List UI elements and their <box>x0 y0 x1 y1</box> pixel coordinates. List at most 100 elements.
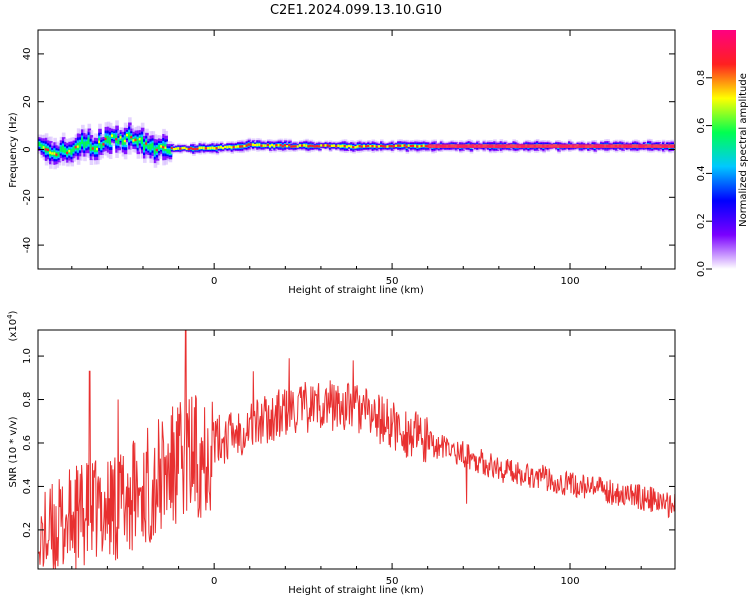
heatmap-cell <box>83 141 87 149</box>
heatmap-cell <box>168 149 173 154</box>
heatmap-cell <box>330 144 335 147</box>
heatmap-cell <box>123 139 128 143</box>
spectrogram-ytick-label: 0 <box>22 146 33 152</box>
snr-line-series <box>38 330 675 569</box>
spectrogram-ticks: 0 50 100 -40 -20 0 20 40 <box>22 30 675 287</box>
snr-xtick-label: 0 <box>211 576 217 587</box>
colorbar-tick-label: 0.8 <box>696 70 707 86</box>
heatmap-cell <box>380 144 384 148</box>
spectrogram-xtick-label: 100 <box>560 276 579 287</box>
heatmap-cell <box>356 145 361 148</box>
spectrogram-xtick-label: 0 <box>211 276 217 287</box>
spectrogram-heatmap <box>38 117 675 170</box>
heatmap-cell <box>322 144 326 147</box>
heatmap-cell <box>42 146 47 149</box>
heatmap-cell <box>130 135 134 139</box>
heatmap-cell <box>373 144 378 148</box>
heatmap-cell <box>309 144 314 147</box>
heatmap-cell <box>401 144 405 147</box>
heatmap-cell <box>207 147 211 150</box>
heatmap-cell <box>113 134 117 139</box>
heatmap-cell <box>179 147 183 150</box>
heatmap-cell <box>260 144 265 147</box>
heatmap-cell <box>108 137 113 145</box>
heatmap-cell <box>296 145 301 148</box>
heatmap-band <box>427 144 675 149</box>
heatmap-cell <box>345 145 350 148</box>
heatmap-cell <box>301 144 305 147</box>
heatmap-cell <box>189 147 194 150</box>
heatmap-cell <box>175 147 179 150</box>
heatmap-cell <box>143 144 147 151</box>
heatmap-cell <box>315 144 320 148</box>
heatmap-cell <box>239 145 243 148</box>
heatmap-cell <box>268 144 273 148</box>
heatmap-cell <box>375 145 380 148</box>
heatmap-cell <box>100 143 104 149</box>
snr-ytick-label: 0.8 <box>22 392 33 408</box>
heatmap-cell <box>211 146 215 150</box>
spectrogram-panel: 0 50 100 -40 -20 0 20 40 Height of straight lin… <box>8 29 676 296</box>
heatmap-cell <box>185 147 190 151</box>
heatmap-cell <box>318 145 322 148</box>
heatmap-cell <box>399 144 403 147</box>
heatmap-cell <box>64 148 68 154</box>
heatmap-cell <box>264 144 269 147</box>
heatmap-cell <box>294 145 299 148</box>
spectrogram-ytick-label: -40 <box>22 237 33 253</box>
spectrogram-ytick-label: 40 <box>22 48 33 61</box>
heatmap-cell <box>290 145 294 148</box>
heatmap-cell <box>266 143 271 147</box>
heatmap-cell <box>232 145 237 149</box>
heatmap-cell <box>273 144 277 148</box>
heatmap-cell <box>125 133 130 137</box>
colorbar-tick-label: 0.4 <box>696 165 707 181</box>
snr-multiplier-base: (x10 <box>8 319 19 342</box>
heatmap-cell <box>416 145 420 148</box>
heatmap-cell <box>386 145 391 148</box>
heatmap-cell <box>382 145 386 148</box>
heatmap-cell <box>350 145 354 148</box>
heatmap-cell <box>230 146 235 149</box>
heatmap-cell <box>407 144 412 147</box>
heatmap-cell <box>279 144 284 147</box>
heatmap-cell <box>397 144 401 147</box>
heatmap-cell <box>72 146 77 152</box>
heatmap-cell <box>249 143 254 146</box>
heatmap-cell <box>245 144 250 147</box>
heatmap-cell <box>157 144 162 150</box>
colorbar-tick-label: 0.0 <box>696 261 707 277</box>
heatmap-cell <box>418 145 423 148</box>
heatmap-cell <box>151 142 156 149</box>
heatmap-cell <box>222 146 226 150</box>
heatmap-cell <box>49 151 53 154</box>
heatmap-cell <box>147 144 151 150</box>
heatmap-cell <box>352 146 356 149</box>
heatmap-cell <box>46 148 51 152</box>
heatmap-cell <box>333 144 337 147</box>
heatmap-cell <box>204 147 209 150</box>
snr-xlabel: Height of straight line (km) <box>288 585 424 596</box>
heatmap-cell <box>288 144 292 147</box>
heatmap-cell <box>164 146 168 149</box>
heatmap-cell <box>360 145 365 148</box>
heatmap-cell <box>85 141 89 147</box>
heatmap-cell <box>55 153 60 156</box>
heatmap-cell <box>313 145 318 148</box>
spectrogram-xlabel: Height of straight line (km) <box>288 285 424 296</box>
heatmap-cell <box>170 146 175 150</box>
colorbar: 0.0 0.2 0.4 0.6 0.8 Normalized spectral ampl… <box>696 30 749 277</box>
colorbar-tick-label: 0.2 <box>696 213 707 229</box>
heatmap-cell <box>74 145 79 149</box>
heatmap-cell <box>87 137 92 145</box>
snr-xtick-label: 100 <box>560 576 579 587</box>
heatmap-cell <box>102 143 107 146</box>
heatmap-cell <box>134 138 139 142</box>
heatmap-cell <box>324 144 329 147</box>
heatmap-cell <box>424 145 429 148</box>
heatmap-cell <box>339 145 344 148</box>
figure-title: C2E1.2024.099.13.10.G10 <box>270 3 442 18</box>
heatmap-cell <box>140 137 145 145</box>
heatmap-cell <box>70 149 75 155</box>
